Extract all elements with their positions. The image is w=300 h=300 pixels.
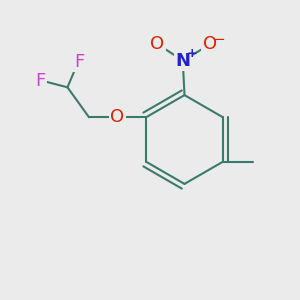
Text: +: + [187,47,197,61]
Text: O: O [110,108,124,126]
Text: F: F [74,53,85,71]
Text: O: O [150,35,165,53]
Text: −: − [213,32,225,47]
Text: N: N [176,52,190,70]
Text: F: F [35,72,46,90]
Text: O: O [203,35,217,53]
